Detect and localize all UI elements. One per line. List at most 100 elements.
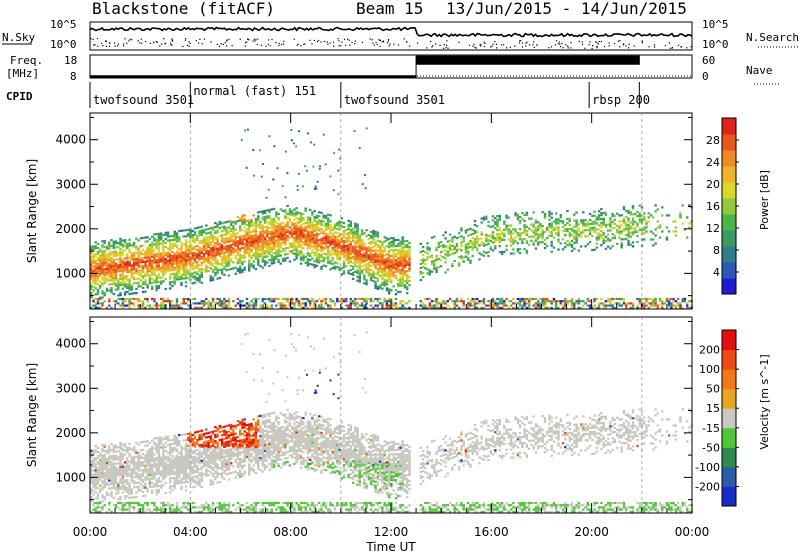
power-cell: [245, 241, 249, 245]
power-cell: [369, 240, 373, 244]
power-cell: [121, 300, 124, 303]
power-cell: [460, 297, 463, 301]
power-cell: [537, 300, 540, 303]
power-cell: [643, 212, 646, 215]
power-cell: [403, 262, 407, 265]
power-cell: [236, 268, 240, 271]
power-cell: [523, 229, 526, 232]
power-cell: [175, 246, 179, 249]
power-cell: [245, 249, 249, 253]
power-cell: [665, 238, 669, 241]
velocity-cell: [94, 479, 97, 482]
power-cell: [336, 297, 339, 301]
power-cell: [507, 232, 510, 235]
power-cell: [117, 258, 120, 261]
power-cell: [512, 232, 515, 235]
power-cell: [354, 246, 357, 249]
power-cell: [112, 282, 115, 285]
power-cell: [112, 258, 115, 261]
power-cell: [595, 246, 599, 249]
velocity-cell: [126, 465, 129, 468]
power-cell: [369, 269, 373, 272]
power-cell: [225, 304, 228, 307]
power-cell: [494, 247, 497, 250]
power-cell: [665, 236, 669, 239]
power-cell: [200, 251, 203, 254]
noise-search-point: [278, 44, 280, 46]
power-cell: [426, 248, 429, 251]
power-cell: [428, 249, 431, 252]
power-cell: [401, 268, 404, 271]
power-cell: [250, 234, 253, 238]
power-cell: [243, 226, 246, 229]
power-cell: [329, 262, 332, 265]
power-cell: [304, 261, 307, 264]
power-cell: [286, 297, 289, 301]
power-cell: [347, 227, 350, 231]
power-cell: [178, 304, 181, 307]
power-cell: [385, 283, 389, 286]
power-cell: [239, 253, 242, 256]
power-cell: [528, 243, 531, 246]
power-cell: [105, 245, 109, 248]
power-cell: [428, 255, 431, 258]
power-cell: [399, 264, 402, 267]
power-cell: [503, 228, 506, 231]
power-cell: [620, 220, 623, 223]
power-cell: [312, 165, 315, 168]
power-cell: [232, 300, 235, 303]
power-cell: [169, 302, 172, 305]
power-cell: [367, 262, 371, 265]
power-cell: [383, 274, 386, 277]
power-cell: [146, 266, 149, 269]
power-cell: [336, 254, 339, 257]
power-cell: [374, 282, 377, 285]
power-cell: [223, 267, 226, 270]
power-cell: [175, 276, 179, 279]
power-cell: [482, 254, 486, 257]
velocity-cell: [117, 470, 120, 473]
power-cell: [279, 254, 282, 257]
power-cell: [643, 297, 646, 301]
power-cell: [622, 230, 626, 233]
power-cell: [494, 227, 497, 230]
power-cell: [207, 304, 210, 307]
power-cell: [448, 233, 452, 236]
power-cell: [216, 225, 219, 228]
velocity-cell: [103, 460, 106, 463]
power-cell: [259, 234, 262, 238]
power-cell: [485, 251, 488, 254]
power-cell: [397, 260, 400, 263]
noise-search-point: [567, 47, 569, 49]
power-cell: [96, 268, 100, 272]
power-cell: [110, 239, 113, 242]
noise-search-point: [96, 38, 98, 40]
power-cell: [268, 210, 271, 213]
power-cell: [184, 277, 188, 280]
power-cell: [112, 254, 115, 257]
noise-search-point: [439, 44, 441, 46]
power-cell: [546, 236, 549, 240]
power-cell: [550, 250, 553, 253]
power-cell: [390, 243, 393, 246]
power-cell: [509, 238, 513, 241]
power-cell: [625, 221, 628, 224]
power-cell: [329, 214, 332, 217]
power-cell: [162, 270, 165, 273]
power-cell: [234, 304, 237, 307]
power-cell: [318, 253, 321, 256]
noise-search-point: [102, 45, 104, 47]
power-cell: [505, 304, 508, 307]
power-cell: [649, 302, 653, 305]
power-cell: [448, 306, 452, 309]
power-cell: [324, 239, 328, 242]
power-cell: [636, 230, 639, 234]
power-cell: [374, 250, 377, 253]
power-cell: [451, 252, 454, 255]
power-cell: [103, 300, 106, 303]
power-cell: [351, 265, 355, 268]
power-cell: [259, 248, 262, 252]
power-cell: [250, 265, 253, 268]
power-cell: [119, 241, 122, 244]
power-cell: [444, 302, 447, 305]
